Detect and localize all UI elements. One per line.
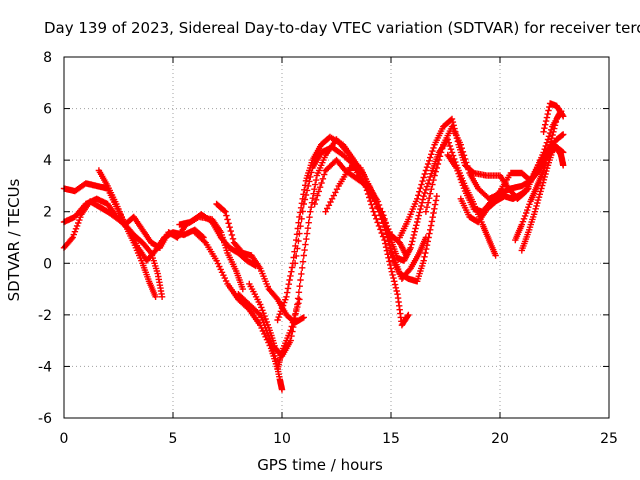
y-tick-label: 4	[43, 153, 52, 169]
x-tick-label: 15	[382, 431, 400, 447]
y-tick-label: -6	[38, 411, 52, 427]
y-tick-label: 6	[43, 102, 52, 118]
series-arc-21	[540, 100, 567, 135]
series-arc-16	[422, 123, 567, 215]
series-arc-19	[512, 108, 565, 244]
series-arc-3	[60, 195, 246, 293]
data-point-markers	[457, 185, 532, 226]
series-arc-8	[235, 291, 286, 393]
y-tick-label: -4	[38, 359, 52, 375]
series-arc-5	[176, 211, 259, 270]
x-tick-label: 10	[273, 431, 291, 447]
plot-frame	[63, 56, 610, 419]
series-arc-20	[518, 141, 567, 254]
y-axis-label: SDTVAR / TECUs	[5, 178, 23, 302]
data-points-layer	[60, 100, 567, 393]
series-arc-18	[457, 185, 532, 226]
data-point-markers	[540, 100, 567, 135]
series-arc-4	[95, 167, 159, 300]
data-point-markers	[95, 167, 159, 300]
x-tick-label: 0	[60, 431, 69, 447]
axis-ticks: 0 5 10 15 20 25 -6 -4 -2 0 2 4 6 8	[38, 50, 618, 447]
y-tick-label: 0	[43, 256, 52, 272]
data-point-markers	[322, 164, 379, 215]
data-point-markers	[235, 291, 286, 393]
data-point-markers	[60, 195, 246, 293]
data-point-markers	[422, 123, 567, 215]
data-point-markers	[176, 211, 259, 270]
data-point-markers	[512, 108, 565, 244]
data-point-markers	[518, 141, 567, 254]
chart-title: Day 139 of 2023, Sidereal Day-to-day VTE…	[44, 19, 640, 37]
series-arc-13	[322, 164, 379, 215]
y-tick-label: 8	[43, 50, 52, 66]
y-tick-label: 2	[43, 205, 52, 221]
x-tick-label: 5	[169, 431, 178, 447]
x-tick-label: 25	[600, 431, 618, 447]
x-tick-label: 20	[491, 431, 509, 447]
x-axis-label: GPS time / hours	[257, 456, 383, 474]
y-tick-label: -2	[38, 308, 52, 324]
